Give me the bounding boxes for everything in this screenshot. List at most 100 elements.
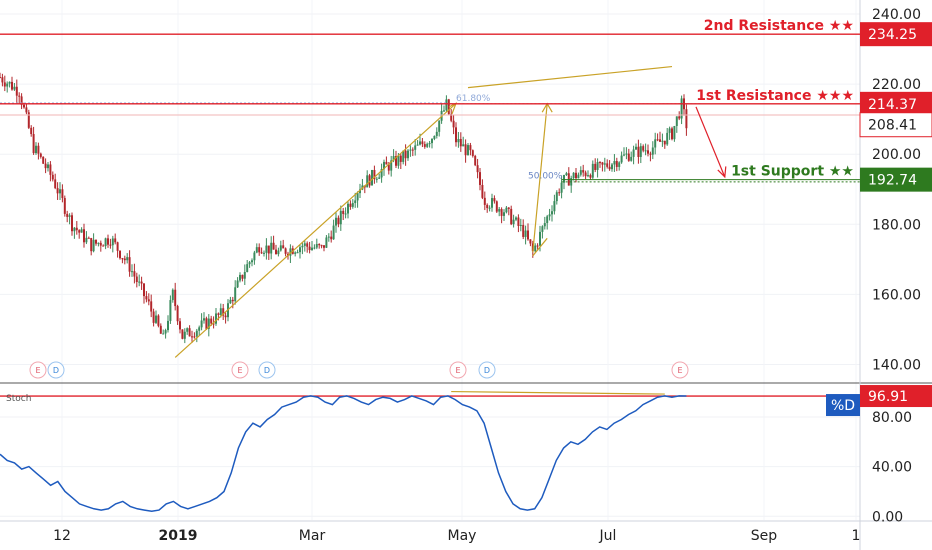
event-marker-label: E (455, 366, 460, 375)
candle-body (488, 207, 491, 209)
candle-body (599, 162, 601, 164)
candle-body (354, 200, 357, 204)
candle-body (258, 247, 261, 253)
candle-body (234, 287, 237, 302)
candle-body (680, 98, 683, 119)
candle-body (253, 252, 256, 261)
level-label-1: 2nd Resistance ★★ (704, 18, 854, 34)
candle-body (512, 219, 515, 225)
candle-body (277, 250, 280, 255)
candle-body (380, 169, 383, 178)
candle-body (565, 173, 568, 176)
candle-body (25, 107, 28, 113)
candle-body (608, 166, 611, 170)
candle-body (462, 144, 465, 147)
candle-body (236, 280, 239, 288)
candle-body (318, 244, 321, 246)
candle-body (563, 175, 565, 183)
candle-body (61, 189, 64, 199)
candle-body (13, 86, 16, 90)
candle-body (147, 299, 150, 302)
dividend-marker[interactable] (47, 361, 65, 379)
earnings-marker[interactable] (449, 361, 467, 379)
candle-body (47, 164, 49, 169)
candle-body (459, 138, 462, 147)
candle-body (92, 239, 95, 252)
candle-body (572, 172, 575, 178)
candle-body (642, 146, 645, 151)
candle-body (627, 153, 630, 161)
candle-body (145, 296, 148, 300)
candle-body (517, 217, 520, 226)
candle-body (371, 169, 373, 186)
osc-axis-tick: 40.00 (872, 460, 912, 476)
candle-body (668, 128, 671, 133)
candle-body (435, 131, 438, 136)
candle-body (315, 244, 318, 248)
candle-body (255, 247, 258, 253)
price-axis-tick: 180.00 (872, 217, 921, 233)
candle-body (260, 252, 263, 254)
osc-series-badge (826, 394, 860, 417)
candle-body (311, 247, 313, 251)
candle-body (378, 177, 381, 179)
candle-body (270, 242, 273, 254)
candle-body (138, 281, 141, 283)
candle-body (128, 257, 131, 272)
candle-body (678, 116, 681, 119)
candle-body (87, 237, 90, 239)
earnings-marker[interactable] (29, 361, 47, 379)
candle-body (493, 198, 496, 202)
candle-body (445, 99, 448, 111)
candle-body (59, 189, 61, 194)
candle-body (347, 203, 349, 214)
candle-body (685, 109, 688, 129)
candle-body (582, 170, 585, 173)
candle-body (248, 262, 251, 265)
candle-body (555, 192, 558, 202)
candle-body (212, 323, 215, 325)
candle-body (390, 160, 393, 171)
osc-name: Stoch (6, 394, 31, 404)
dividend-marker[interactable] (258, 361, 276, 379)
candle-body (534, 245, 537, 252)
level-price-tag-1 (860, 22, 932, 47)
candle-body (217, 313, 220, 315)
candle-body (231, 299, 234, 302)
candle-body (522, 224, 525, 237)
candle-body (419, 141, 421, 145)
candle-body (6, 83, 9, 87)
candle-body (479, 172, 481, 185)
candle-body (95, 239, 97, 244)
candle-body (639, 146, 642, 157)
candle-body (524, 230, 527, 237)
time-axis-tick: May (448, 528, 477, 544)
earnings-marker[interactable] (231, 361, 249, 379)
candle-body (306, 243, 309, 247)
dividend-marker[interactable] (478, 361, 496, 379)
candle-body (387, 164, 390, 171)
time-axis-tick: 2019 (159, 528, 198, 544)
candle-body (409, 149, 412, 151)
candle-body (267, 245, 270, 254)
candle-body (399, 155, 402, 162)
time-axis-tick: Sep (751, 528, 778, 544)
candle-body (193, 336, 196, 338)
forecast-arrow (695, 106, 726, 178)
candle-body (123, 258, 126, 261)
time-axis-tick: Mar (299, 528, 326, 544)
candle-body (308, 246, 311, 251)
candle-body (632, 149, 635, 157)
candle-body (135, 276, 138, 282)
candle-body (368, 175, 371, 186)
earnings-marker[interactable] (671, 361, 689, 379)
candle-body (42, 156, 45, 164)
candle-body (474, 155, 477, 166)
candle-body (325, 237, 328, 248)
candle-body (539, 231, 541, 246)
candle-body (1, 77, 4, 83)
candle-body (169, 300, 172, 321)
price-axis-tick: 160.00 (872, 287, 921, 303)
candle-body (543, 223, 546, 227)
